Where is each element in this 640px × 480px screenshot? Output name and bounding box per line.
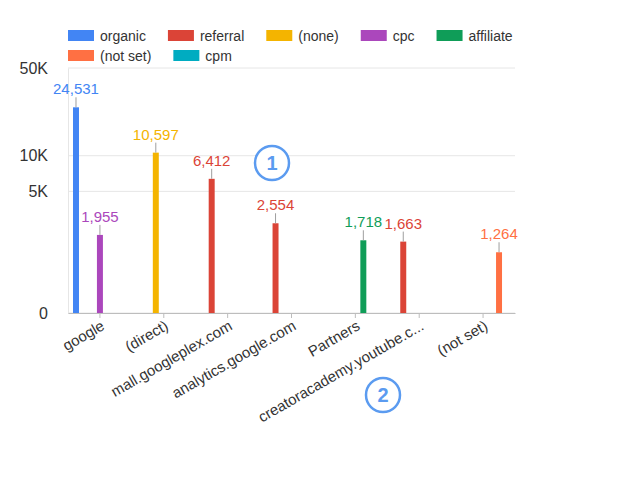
- tick-label: google: [60, 317, 108, 354]
- data-label: 1,264: [480, 225, 518, 242]
- axis-line: [68, 69, 69, 314]
- legend-swatch: [173, 50, 199, 61]
- label-leader: [155, 143, 156, 153]
- legend-item: affiliate: [437, 28, 513, 44]
- y-tick: 10K: [20, 147, 68, 164]
- data-label: 1,663: [384, 215, 422, 232]
- bar: [400, 242, 406, 313]
- y-tick: 50K: [20, 60, 68, 77]
- tick-mark: [227, 313, 228, 318]
- label-leader: [275, 213, 276, 223]
- tick-mark: [419, 313, 420, 318]
- legend-label: organic: [100, 28, 146, 44]
- data-label: 24,531: [53, 80, 99, 97]
- legend-item: cpc: [361, 28, 415, 44]
- grid-line: [68, 68, 515, 69]
- x-tick: (direct): [122, 313, 171, 355]
- chart-container: 05K10K50Kgoogle(direct)mall.googleplex.c…: [0, 0, 640, 480]
- tick-label: (direct): [122, 317, 171, 355]
- legend-swatch: [361, 30, 387, 41]
- tick-label: 5K: [28, 183, 48, 200]
- legend-swatch: [68, 30, 94, 41]
- x-tick: creatoracademy.youtube.c...: [255, 313, 426, 425]
- y-tick: 0: [39, 305, 68, 322]
- legend-label: (not set): [100, 48, 151, 64]
- legend-label: (none): [298, 28, 338, 44]
- legend-item: (none): [266, 28, 338, 44]
- legend-item: cpm: [173, 48, 231, 64]
- tick-mark: [99, 313, 100, 318]
- legend-label: cpm: [205, 48, 231, 64]
- tick-label: 50K: [20, 60, 49, 77]
- bar: [360, 240, 366, 313]
- label-leader: [75, 97, 76, 107]
- annotation-label: 2: [377, 384, 388, 406]
- tick-label: 0: [39, 305, 48, 322]
- background: [0, 0, 640, 480]
- grid-line: [68, 155, 515, 156]
- x-tick: google: [60, 313, 108, 354]
- legend-swatch: [168, 30, 194, 41]
- tick-mark: [355, 313, 356, 318]
- data-label: 2,554: [257, 196, 295, 213]
- data-label: 1,955: [81, 208, 119, 225]
- legend-item: organic: [68, 28, 146, 44]
- chart-svg: 05K10K50Kgoogle(direct)mall.googleplex.c…: [0, 0, 640, 480]
- data-label: 1,718: [345, 213, 383, 230]
- legend: organic referral (none) cpc affiliate (not se…: [68, 28, 513, 64]
- legend-item: referral: [168, 28, 244, 44]
- grid-line: [68, 191, 515, 192]
- data-labels: 24,531 6,412 2,554 1,663 10,597 1,955 1,718 1,2…: [53, 80, 518, 252]
- x-tick: analytics.google.com: [169, 313, 299, 401]
- legend-item: (not set): [68, 48, 151, 64]
- legend-swatch: [266, 30, 292, 41]
- grid: [68, 68, 515, 313]
- label-leader: [499, 242, 500, 252]
- annotation-label: 1: [266, 152, 277, 174]
- label-leader: [99, 225, 100, 235]
- legend-label: affiliate: [469, 28, 513, 44]
- data-label: 6,412: [193, 152, 231, 169]
- bar: [273, 223, 279, 313]
- label-leader: [211, 169, 212, 179]
- tick-mark: [483, 313, 484, 318]
- annotation-circle: [255, 146, 289, 180]
- legend-label: cpc: [393, 28, 415, 44]
- tick-label: creatoracademy.youtube.c...: [255, 317, 426, 426]
- bar: [153, 153, 159, 313]
- legend-label: referral: [200, 28, 244, 44]
- tick-mark: [163, 313, 164, 318]
- data-label: 10,597: [133, 126, 179, 143]
- annotations: 12: [255, 146, 400, 412]
- tick-label: (not set): [434, 317, 490, 359]
- bar: [209, 179, 215, 313]
- bar: [73, 107, 79, 313]
- legend-swatch: [437, 30, 463, 41]
- bars: [73, 107, 502, 313]
- label-leader: [403, 232, 404, 242]
- tick-label: analytics.google.com: [169, 317, 299, 402]
- bar: [97, 235, 103, 313]
- tick-label: 10K: [20, 147, 49, 164]
- x-tick: (not set): [434, 313, 490, 359]
- x-axis: google(direct)mall.googleplex.comanalyti…: [60, 313, 516, 425]
- y-tick: 5K: [28, 183, 68, 200]
- label-leader: [363, 230, 364, 240]
- legend-swatch: [68, 50, 94, 61]
- y-axis: 0 5K 10K 50K: [20, 60, 69, 322]
- annotation-circle: [366, 378, 400, 412]
- tick-mark: [291, 313, 292, 318]
- bar: [496, 252, 502, 313]
